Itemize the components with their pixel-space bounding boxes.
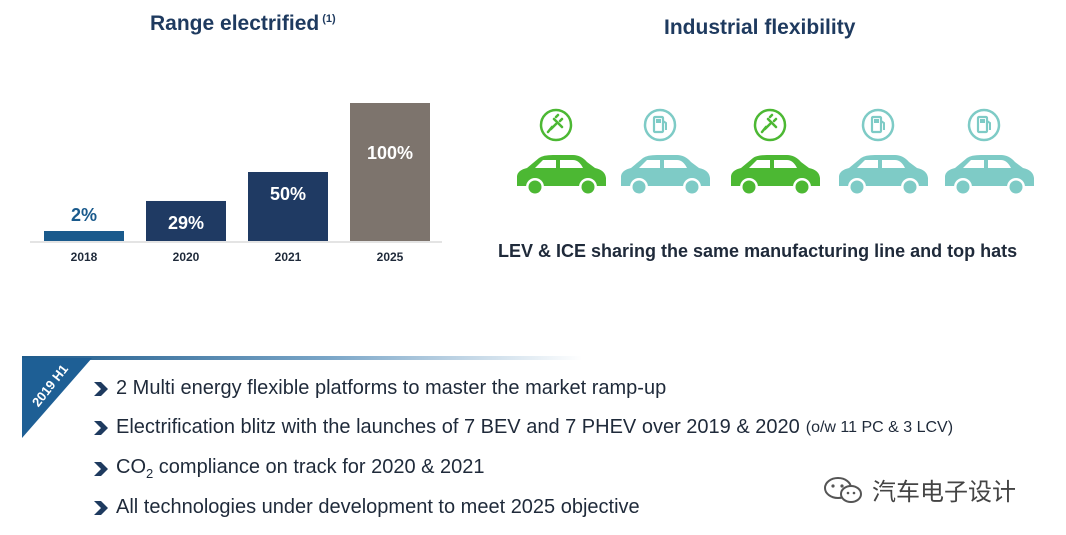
chevron-right-icon <box>94 420 108 435</box>
bullet-item-3: CO2 compliance on track for 2020 & 2021 <box>92 456 485 481</box>
chevron-right-icon <box>94 500 108 515</box>
chevron-right-icon <box>94 461 108 476</box>
fuel-pump-icon <box>861 108 895 142</box>
bar-2021 <box>248 172 328 241</box>
data-label-2018: 2% <box>71 205 97 225</box>
car-icon <box>621 155 710 196</box>
industrial-flexibility-title: Industrial flexibility <box>664 16 856 39</box>
bullet-text: Electrification blitz with the launches … <box>116 416 800 438</box>
bullet-item-1: 2 Multi energy flexible platforms to mas… <box>92 377 666 400</box>
banner-line <box>22 356 582 360</box>
bar-2025 <box>350 103 430 241</box>
wechat-icon <box>824 476 862 503</box>
chart-title: Range electrified (1) <box>150 12 336 36</box>
cars-row <box>505 108 1045 203</box>
plug-icon <box>539 108 573 142</box>
fuel-pump-icon <box>643 108 677 142</box>
fuel-pump-icon <box>967 108 1001 142</box>
tick-label-2020: 2020 <box>173 250 200 264</box>
bar-2020 <box>146 200 226 241</box>
data-label-2021: 50% <box>270 184 306 204</box>
bullet-text: CO2 compliance on track for 2020 & 2021 <box>116 456 485 481</box>
plug-icon <box>753 108 787 142</box>
car-icon <box>839 155 928 196</box>
manufacturing-caption: LEV & ICE sharing the same manufacturing… <box>498 241 1018 261</box>
footnote-marker: (1) <box>322 13 336 25</box>
tick-label-2021: 2021 <box>275 250 302 264</box>
car-icon <box>945 155 1034 196</box>
co2-subscript: 2 <box>146 466 154 481</box>
tick-label-2025: 2025 <box>377 250 404 264</box>
bullet-text: All technologies under development to me… <box>116 496 640 518</box>
car-icon <box>517 155 606 196</box>
watermark-text: 汽车电子设计 <box>872 479 1016 506</box>
range-electrified-chart: 2% 2018 29% 2020 50% 2021 100% 2025 <box>30 103 442 264</box>
co2-prefix: CO <box>116 456 146 478</box>
chevron-right-icon <box>94 381 108 396</box>
data-label-2020: 29% <box>168 213 204 233</box>
watermark: 汽车电子设计 <box>822 472 1016 507</box>
bullet-text: 2 Multi energy flexible platforms to mas… <box>116 377 667 399</box>
bar-2018 <box>44 231 124 241</box>
car-icon <box>731 155 820 196</box>
co2-suffix: compliance on track for 2020 & 2021 <box>153 456 485 478</box>
bullet-item-4: All technologies under development to me… <box>92 496 640 519</box>
tick-label-2018: 2018 <box>71 250 98 264</box>
data-label-2025: 100% <box>367 143 413 163</box>
bullet-note: (o/w 11 PC & 3 LCV) <box>805 418 954 436</box>
bullet-item-2: Electrification blitz with the launches … <box>92 416 953 439</box>
chart-title-text: Range electrified <box>150 12 320 35</box>
period-badge <box>22 358 92 438</box>
